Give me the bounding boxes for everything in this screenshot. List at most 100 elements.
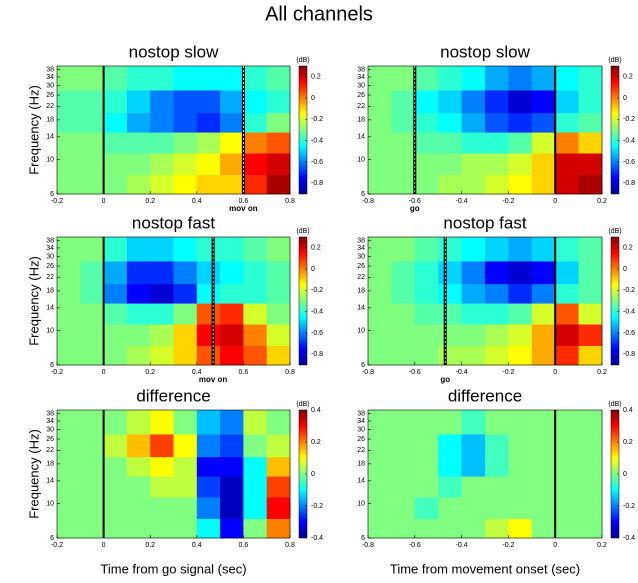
x-axis-label: Time from movement onset (sec) [390,561,580,576]
heatmap-cell [368,261,392,285]
heatmap-cell [555,261,579,285]
heatmap-cell [461,132,486,154]
heatmap-cell [103,174,128,195]
heatmap-cell [173,112,198,133]
heatmap-cell [57,261,81,285]
heatmap-cell [368,324,392,346]
heatmap-cell [80,303,104,325]
heatmap-cell [57,66,81,91]
x-tick-label: 0 [102,198,106,205]
heatmap-cell [196,90,221,114]
heatmap-cell [461,518,486,539]
panel-title: difference [448,386,522,405]
heatmap-cell [391,132,416,154]
heatmap-cell [103,90,128,114]
heatmap-cell [150,324,174,346]
heatmap-cell [485,345,509,366]
heatmap-cell [414,303,439,325]
heatmap-cell [485,476,509,498]
heatmap-cell [578,497,603,519]
x-tick-label: -0.6 [409,369,421,376]
colorbar-tick-label: 0.2 [311,245,321,252]
event-label: mov on [229,204,258,213]
y-tick-label: 26 [46,436,54,443]
colorbar-tick-label: 0 [623,95,627,102]
y-tick-label: 10 [357,156,365,163]
y-tick-label: 6 [50,191,54,198]
heatmap-cell [508,112,533,133]
y-tick-label: 6 [361,362,365,369]
heatmap-cell [508,476,533,498]
panel-title: difference [136,386,210,405]
heatmap-cell [220,497,244,519]
heatmap-cell [57,476,81,498]
y-tick-label: 34 [357,245,365,252]
colorbar [610,65,620,195]
heatmap-cell [266,518,291,539]
heatmap-cell [196,410,221,435]
heatmap-cell [173,237,198,262]
heatmap-cell [196,518,221,539]
heatmap-cell [266,66,291,91]
heatmap-cell [243,434,268,458]
heatmap-cell [196,324,221,346]
heatmap-cell [391,174,416,195]
heatmap-cell [485,497,509,519]
y-tick-label: 38 [357,66,365,73]
colorbar-tick-label: 0 [311,95,315,102]
plot-frame [56,409,291,539]
y-tick-label: 34 [46,74,54,81]
colorbar-tick-label: -0.4 [623,138,635,145]
heatmap-cell [150,303,174,325]
heatmap-cell [103,132,128,154]
heatmap-cell [150,90,174,114]
heatmap-cell [243,237,268,262]
heatmap-cell [508,174,533,195]
heatmap-cell [438,345,462,366]
colorbar [298,236,308,366]
x-tick-label: 0 [102,369,106,376]
heatmap-cell [173,132,198,154]
x-tick-label: -0.2 [51,369,63,376]
heatmap-cell [57,497,81,519]
heatmap-cell [578,174,603,195]
x-tick-label: 0.8 [285,542,295,549]
heatmap-cell [368,456,392,477]
heatmap-cell [368,518,392,539]
heatmap-cell [57,174,81,195]
heatmap-cell [196,497,221,519]
heatmap-cell [508,410,533,435]
heatmap-cell [555,153,579,175]
heatmap-cell [220,518,244,539]
heatmap-cell [126,132,151,154]
heatmap-cell [103,66,128,91]
heatmap-cell [57,456,81,477]
x-tick-label: 0.2 [145,198,155,205]
figure-title: All channels [265,3,373,25]
heatmap-cell [578,434,603,458]
heatmap-cell [414,345,439,366]
heatmap-cell [391,497,416,519]
colorbar-tick-label: -0.6 [311,330,323,337]
heatmap-cell [578,112,603,133]
heatmap-cell [555,303,579,325]
y-tick-label: 6 [50,362,54,369]
heatmap-cell [150,153,174,175]
heatmap-cell [438,90,462,114]
x-tick-label: 0.8 [285,198,295,205]
x-tick-label: 0 [553,542,557,549]
y-tick-label: 38 [357,237,365,244]
y-tick-label: 14 [46,305,54,312]
colorbar-tick-label: -0.2 [311,503,323,510]
y-tick-label: 30 [357,82,365,89]
heatmap-cell [266,237,291,262]
heatmap-cell [578,476,603,498]
heatmap-cell [103,261,128,285]
heatmap-cell [508,345,533,366]
heatmap-cell [266,112,291,133]
y-tick-label: 30 [46,426,54,433]
heatmap-cell [103,518,128,539]
event-label: go [410,204,420,213]
heatmap-cell [243,174,268,195]
